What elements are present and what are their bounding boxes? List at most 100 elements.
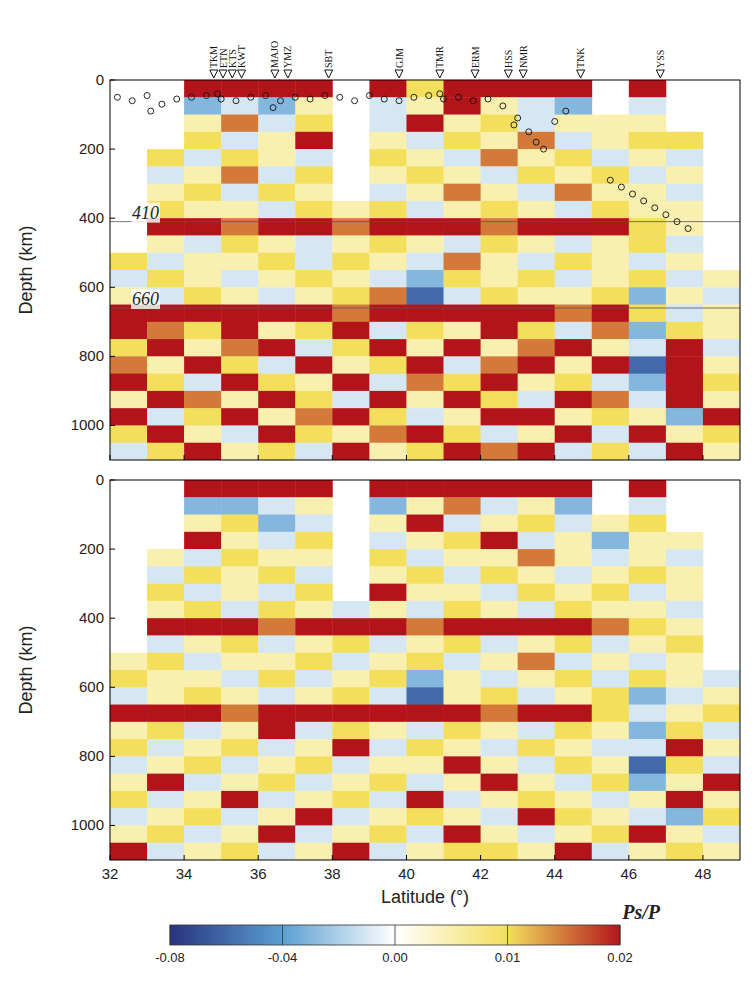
cell [406,808,443,826]
cell [444,408,481,426]
cell [481,584,518,602]
x-tick [332,855,333,860]
cell [592,218,629,236]
station-label: HSS [503,50,514,68]
x-tick [554,855,555,860]
cell [481,566,518,584]
cell [369,184,406,202]
cell [703,374,740,392]
cell [444,843,481,860]
cell [444,97,481,115]
cell [184,515,221,533]
cell [221,635,258,653]
y-tick [110,687,115,688]
cell [221,425,258,443]
cell [629,515,666,533]
cell [184,235,221,253]
hypocenter [337,94,343,100]
data-layer [110,480,740,860]
cell [332,408,369,426]
cell [295,218,332,236]
cell [258,566,295,584]
cell [295,618,332,636]
cell [666,705,703,723]
cell [481,739,518,757]
cell [555,670,592,688]
cell [592,584,629,602]
station-marker [228,70,236,78]
cell [295,549,332,567]
colorbar: -0.08-0.040.000.010.02Ps/P [155,901,661,965]
station-label: YSS [655,50,666,68]
cell [518,374,555,392]
cell [444,653,481,671]
cell [666,218,703,236]
cell [369,201,406,219]
cell [666,584,703,602]
y-tick-label: 400 [79,609,104,626]
x-tick [184,455,185,460]
cell [703,739,740,757]
cell [555,635,592,653]
x-tick [480,855,481,860]
cell [332,808,369,826]
cell [406,670,443,688]
cell [629,115,666,133]
cell [258,425,295,443]
cell [258,722,295,740]
cell [147,322,184,340]
cell [592,739,629,757]
cell [481,97,518,115]
cell [666,774,703,792]
cell [295,322,332,340]
cell [592,408,629,426]
cell [592,356,629,374]
cell [518,687,555,705]
cell [555,235,592,253]
cell [221,356,258,374]
cell [184,825,221,843]
y-tick [110,356,115,357]
colorbar-tick [395,925,396,945]
cell [221,566,258,584]
cell [629,825,666,843]
hypocenter [129,98,135,104]
cell [406,287,443,305]
cell [518,566,555,584]
cell [184,218,221,236]
cell [481,270,518,288]
cell [481,843,518,860]
cell [666,184,703,202]
cell [629,687,666,705]
cell [444,825,481,843]
cell [258,515,295,533]
cell [147,635,184,653]
cell [629,184,666,202]
cell [369,705,406,723]
cell [406,270,443,288]
cell [666,356,703,374]
station-marker [504,70,512,78]
cell [481,497,518,515]
cell [592,808,629,826]
cell [406,356,443,374]
cell [444,201,481,219]
cell [184,549,221,567]
cell [518,808,555,826]
cell [666,843,703,860]
cell [666,374,703,392]
station-marker [577,70,585,78]
cell [295,166,332,184]
hypocenter [500,103,506,109]
cell [555,601,592,619]
cell [369,601,406,619]
cell [406,549,443,567]
x-tick [628,455,629,460]
cell [666,687,703,705]
cell [332,287,369,305]
cell [147,739,184,757]
cell [147,443,184,460]
cell [406,687,443,705]
cell [444,791,481,809]
cell [369,253,406,271]
